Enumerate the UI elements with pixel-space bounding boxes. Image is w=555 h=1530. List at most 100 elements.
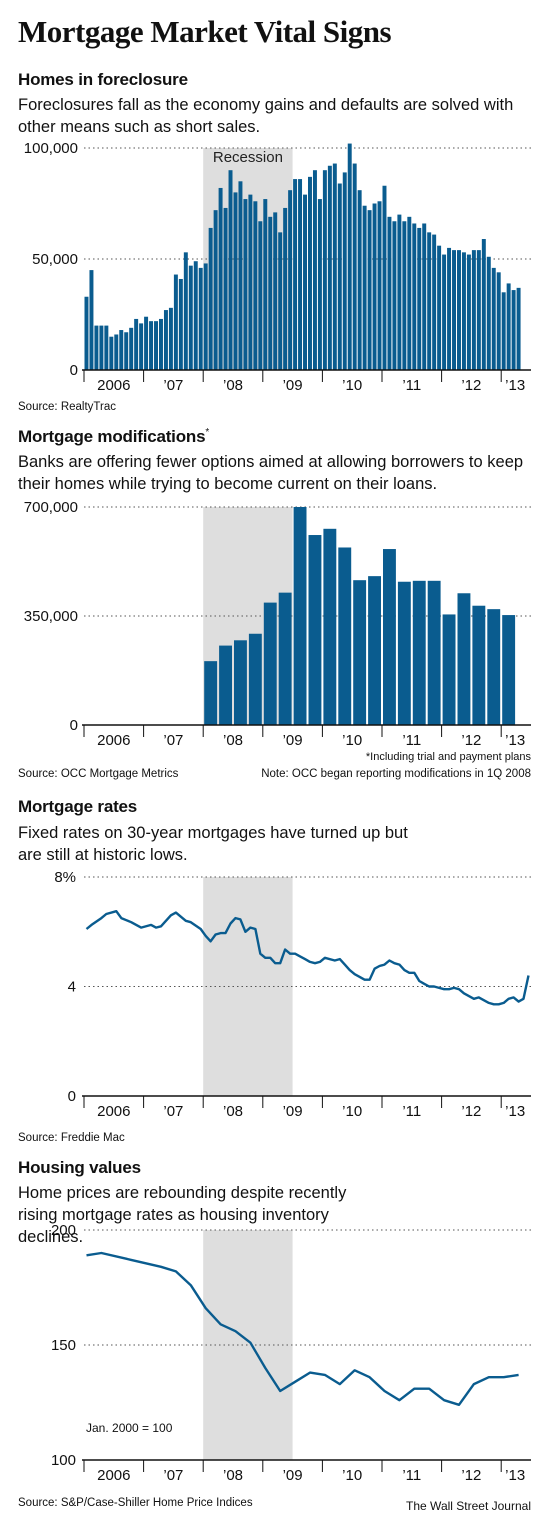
modifications-title-text: Mortgage modifications [18, 427, 206, 446]
bar [188, 265, 193, 370]
bar [233, 192, 238, 370]
bar [466, 254, 471, 370]
home-prices-chart: 100 150 200 Jan. 2000 = 100 2006 ’07 ’08 ’09 ’10… [51, 1222, 531, 1484]
rates-source: Source: Freddie Mac [18, 1132, 125, 1144]
bar [204, 661, 218, 725]
page-title: Mortgage Market Vital Signs [18, 14, 392, 49]
bar [168, 307, 173, 370]
bar [501, 292, 506, 370]
x-tick-label: ’10 [342, 732, 362, 749]
bar [248, 633, 262, 725]
bar [347, 143, 352, 370]
modifications-footnote: *Including trial and payment plans [365, 751, 531, 763]
bar [119, 330, 124, 370]
recession-band [203, 877, 293, 1096]
bar [392, 221, 397, 370]
bar [506, 283, 511, 370]
bar [288, 190, 293, 370]
bar [218, 187, 223, 370]
bar [457, 250, 461, 370]
y-tick-label: 200 [51, 1222, 76, 1239]
bar [228, 170, 233, 370]
x-tick-label: ’11 [402, 1103, 421, 1120]
foreclosures-source: Source: RealtyTrac [18, 401, 116, 413]
x-tick-label: 2006 [97, 1103, 130, 1120]
recession-band [203, 1230, 293, 1460]
bar [258, 221, 263, 370]
bar [263, 602, 277, 725]
bar [213, 210, 218, 370]
bar [352, 163, 357, 370]
x-tick-label: ’08 [223, 732, 243, 749]
foreclosures-subtitle: Foreclosures fall as the economy gains a… [18, 96, 514, 136]
bar [223, 207, 228, 370]
bar [308, 535, 322, 725]
bar [487, 609, 501, 725]
bar [372, 203, 377, 370]
bar [362, 205, 367, 370]
bar [129, 327, 134, 370]
bar [193, 261, 198, 370]
x-tick-label: ’13 [505, 377, 525, 394]
home-prices-title: Housing values [18, 1158, 141, 1177]
foreclosures-title: Homes in foreclosure [18, 70, 188, 89]
bar [173, 274, 178, 370]
bar [417, 227, 422, 370]
bar [486, 256, 491, 370]
x-tick-label: ’08 [223, 377, 243, 394]
x-tick-label: ’07 [163, 377, 183, 394]
bar [317, 199, 322, 370]
bar [516, 287, 521, 370]
bar [427, 232, 432, 370]
x-tick-label: ’13 [505, 732, 525, 749]
bar [273, 212, 278, 370]
y-tick-label: 100 [51, 1452, 76, 1469]
bar [298, 179, 303, 370]
modifications-subtitle: Banks are offering fewer options aimed a… [18, 453, 524, 493]
x-tick-label: ’13 [505, 1467, 525, 1484]
bar [337, 183, 342, 370]
bar [219, 645, 232, 725]
x-tick-label: ’11 [402, 1467, 421, 1484]
bar [383, 549, 396, 725]
y-tick-label: 100,000 [24, 140, 78, 157]
bar [253, 201, 258, 370]
x-tick-label: ’09 [283, 377, 303, 394]
bar [283, 207, 288, 370]
bar [476, 250, 481, 370]
bar [353, 580, 367, 725]
foreclosures-chart: Recession 0 50,000 100,000 2006 ’07 ’08 ’09 ’10 ’… [24, 140, 531, 394]
bar [442, 254, 447, 370]
bar [303, 194, 307, 370]
bar [183, 252, 188, 370]
bar [457, 593, 471, 725]
bar [447, 247, 452, 370]
bar [144, 316, 149, 370]
y-tick-label: 8% [54, 869, 76, 886]
bar [367, 210, 372, 370]
x-tick-label: ’12 [461, 732, 481, 749]
x-tick-label: ’09 [283, 732, 303, 749]
bar [278, 592, 292, 725]
bar [109, 336, 114, 370]
x-tick-label: ’12 [461, 1103, 481, 1120]
bar [248, 194, 253, 370]
bar [481, 239, 486, 370]
footnote-mark: * [205, 427, 210, 438]
bar [461, 252, 466, 370]
x-tick-label: ’12 [461, 377, 481, 394]
bar [332, 163, 337, 370]
bar [342, 172, 347, 370]
bar [84, 296, 89, 370]
bar [293, 507, 307, 725]
bar [377, 201, 382, 370]
modifications-source: Source: OCC Mortgage Metrics [18, 768, 179, 780]
bar [427, 580, 441, 725]
bar [312, 170, 317, 370]
modifications-chart: 0 350,000 700,000 2006 ’07 ’08 ’09 ’10 ’11 ’12 ’13 [24, 499, 531, 749]
bar [99, 325, 104, 370]
bar [432, 234, 437, 370]
x-tick-label: ’10 [342, 377, 362, 394]
y-tick-label: 0 [70, 717, 78, 734]
bar [397, 581, 411, 725]
